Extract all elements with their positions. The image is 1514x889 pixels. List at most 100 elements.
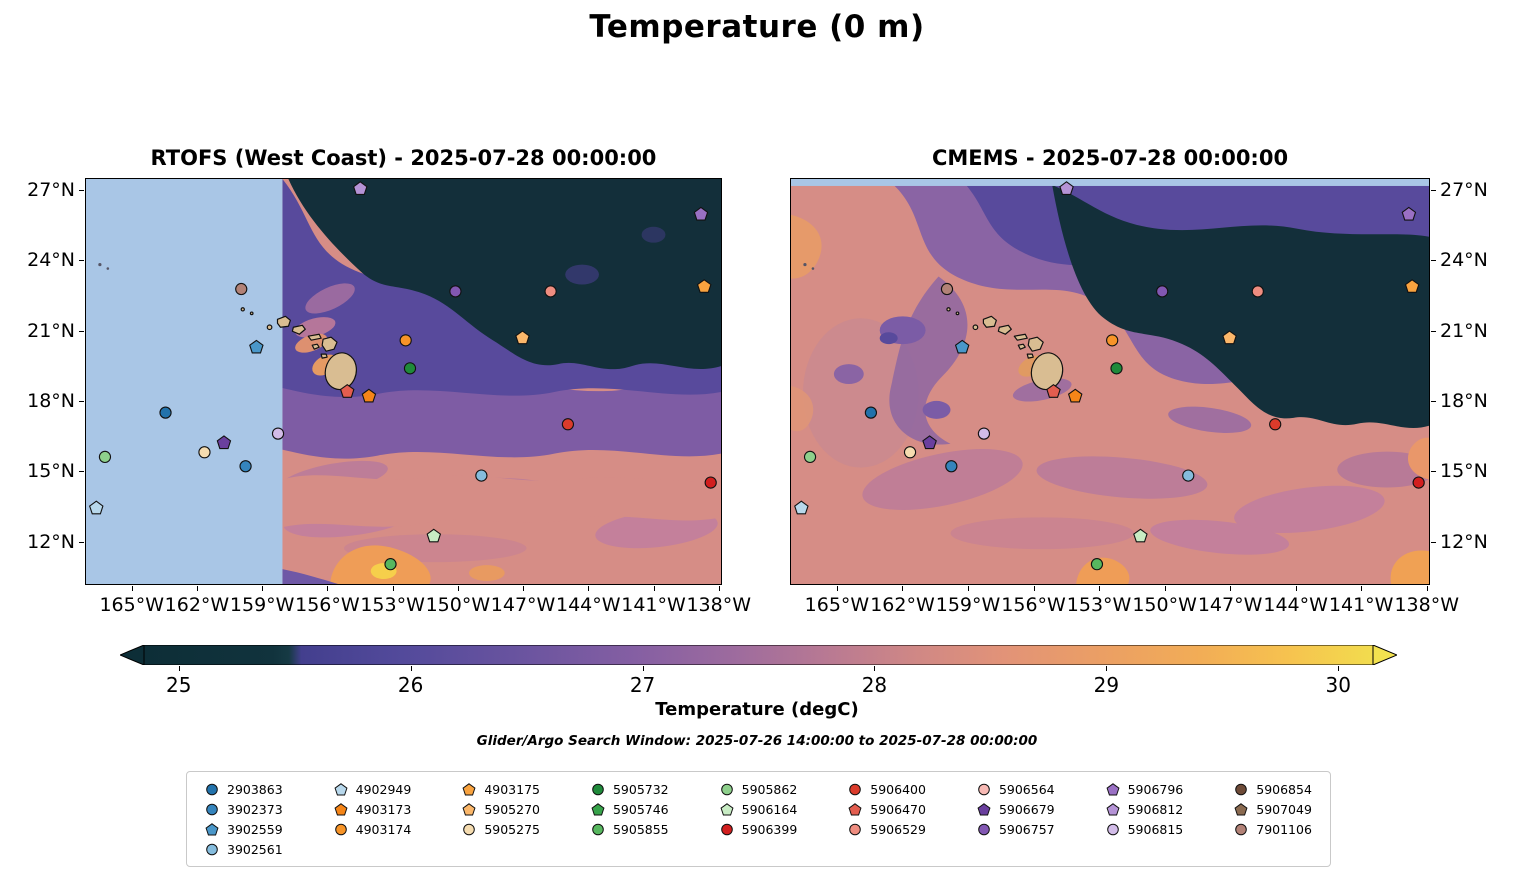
rtofs-float-markers — [89, 181, 717, 571]
legend-label: 5906815 — [1127, 821, 1184, 837]
legend-label: 3902561 — [227, 841, 283, 857]
circle-marker-icon — [720, 823, 733, 835]
axis-tick — [79, 260, 84, 262]
colorbar-tick-label: 29 — [1093, 673, 1120, 697]
lon-tick-label: 150°W — [1132, 594, 1197, 616]
float-marker-5906164 — [426, 528, 442, 543]
legend-item-5905275: 5905275 — [462, 819, 540, 839]
legend-label: 5905746 — [612, 801, 669, 817]
colorbar-tick — [1106, 666, 1108, 671]
axis-tick — [79, 190, 84, 192]
axis-tick — [327, 586, 329, 591]
circle-marker-icon — [1106, 823, 1119, 835]
map-rtofs — [85, 178, 722, 585]
legend-item-5906400: 5906400 — [848, 779, 926, 799]
float-marker-4903174 — [1106, 334, 1119, 347]
lat-tick-label: 18°N — [27, 390, 75, 413]
colorbar-gradient — [118, 644, 1399, 666]
colorbar-tick-label: 27 — [629, 673, 656, 697]
circle-marker-icon — [463, 823, 476, 835]
axis-tick — [392, 586, 394, 591]
legend-label: 5905732 — [612, 781, 669, 797]
axis-tick — [1099, 586, 1101, 591]
lat-tick-label: 27°N — [1440, 179, 1488, 202]
float-marker-7901106 — [235, 282, 248, 296]
cmems-top-mask — [791, 179, 1429, 186]
lat-tick-label: 15°N — [27, 460, 75, 483]
legend-label: 2903863 — [227, 781, 283, 797]
legend-label: 5906757 — [998, 821, 1055, 837]
lat-tick-label: 21°N — [1440, 319, 1488, 342]
cmems-temperature-field — [791, 179, 1429, 584]
pentagon-marker-icon — [1234, 802, 1248, 815]
pentagon-marker-icon — [334, 802, 348, 815]
pentagon-marker-icon — [848, 802, 862, 815]
lat-tick-label: 27°N — [27, 179, 75, 202]
lon-tick-label: 162°W — [870, 594, 935, 616]
panel-title-rtofs: RTOFS (West Coast) - 2025-07-28 00:00:00 — [150, 146, 657, 170]
legend-item-7901106: 7901106 — [1234, 819, 1312, 839]
float-marker-7901106 — [940, 282, 954, 296]
float-marker-5905855 — [1090, 558, 1104, 571]
lon-tick-label: 144°W — [556, 594, 621, 616]
legend-column: 5906564 5906679 5906757 — [977, 779, 1055, 859]
legend-label: 4902949 — [355, 781, 412, 797]
float-marker-5905855 — [384, 558, 397, 571]
cmems-float-markers — [794, 181, 1425, 571]
lon-tick-label: 153°W — [1066, 594, 1132, 616]
circle-marker-icon — [206, 783, 218, 795]
legend-item-4903175: 4903175 — [462, 779, 540, 799]
float-marker-5906164 — [1133, 528, 1148, 543]
colorbar-tick — [1338, 666, 1340, 671]
axis-tick — [588, 586, 590, 591]
float-marker-5905862 — [98, 450, 112, 464]
float-marker-5905275 — [198, 446, 211, 459]
lat-tick-label: 24°N — [1440, 249, 1488, 272]
legend-column: 5905732 5905746 5905855 — [591, 779, 669, 859]
float-marker-3902561 — [1182, 469, 1195, 482]
colorbar-label: Temperature (degC) — [655, 699, 859, 720]
float-marker-3902373 — [945, 460, 958, 473]
float-marker-5906812 — [353, 181, 368, 195]
pentagon-marker-icon — [977, 802, 991, 815]
pentagon-marker-icon — [1106, 782, 1120, 795]
legend-column: 4902949 4903173 4903174 — [334, 779, 412, 859]
legend-item-5907049: 5907049 — [1234, 799, 1312, 819]
legend-item-5906529: 5906529 — [848, 819, 926, 839]
search-window-note: Glider/Argo Search Window: 2025-07-26 14… — [476, 733, 1038, 749]
legend-label: 5906812 — [1127, 801, 1184, 817]
lon-tick-label: 156°W — [295, 594, 360, 616]
circle-marker-icon — [978, 783, 990, 795]
legend-label: 5906529 — [870, 821, 926, 837]
legend-item-5905746: 5905746 — [591, 799, 669, 819]
colorbar-tick — [178, 666, 180, 671]
legend-label: 5905275 — [484, 821, 540, 837]
legend-label: 5906470 — [870, 801, 926, 817]
axis-tick — [1431, 190, 1436, 192]
circle-marker-icon — [592, 783, 604, 795]
legend-item-5906757: 5906757 — [977, 819, 1055, 839]
legend-item-3902373: 3902373 — [205, 799, 283, 819]
legend-item-5906470: 5906470 — [848, 799, 926, 819]
legend-item-5906679: 5906679 — [977, 799, 1055, 819]
legend-label: 5906164 — [741, 801, 798, 817]
float-marker-2903863 — [864, 406, 878, 419]
legend-label: 5905855 — [612, 821, 669, 837]
legend-column: 5905862 5906164 5906399 — [720, 779, 798, 859]
legend-item-5906796: 5906796 — [1106, 779, 1183, 799]
float-marker-5905270 — [515, 330, 530, 345]
legend-label: 4903173 — [355, 801, 412, 817]
lon-tick-label: 141°W — [1328, 594, 1394, 616]
float-marker-3902559 — [954, 339, 970, 354]
legend-label: 3902373 — [227, 801, 283, 817]
legend-item-4902949: 4902949 — [334, 779, 412, 799]
figure-title: Temperature (0 m) — [589, 9, 925, 45]
legend-item-5905862: 5905862 — [720, 779, 797, 799]
lon-tick-label: 147°W — [1197, 594, 1263, 616]
legend-item-5905855: 5905855 — [591, 819, 669, 839]
axis-tick — [968, 586, 970, 591]
axis-tick — [1295, 586, 1297, 591]
pentagon-marker-icon — [334, 782, 348, 795]
lon-tick-label: 159°W — [935, 594, 1001, 616]
axis-tick — [836, 586, 838, 591]
